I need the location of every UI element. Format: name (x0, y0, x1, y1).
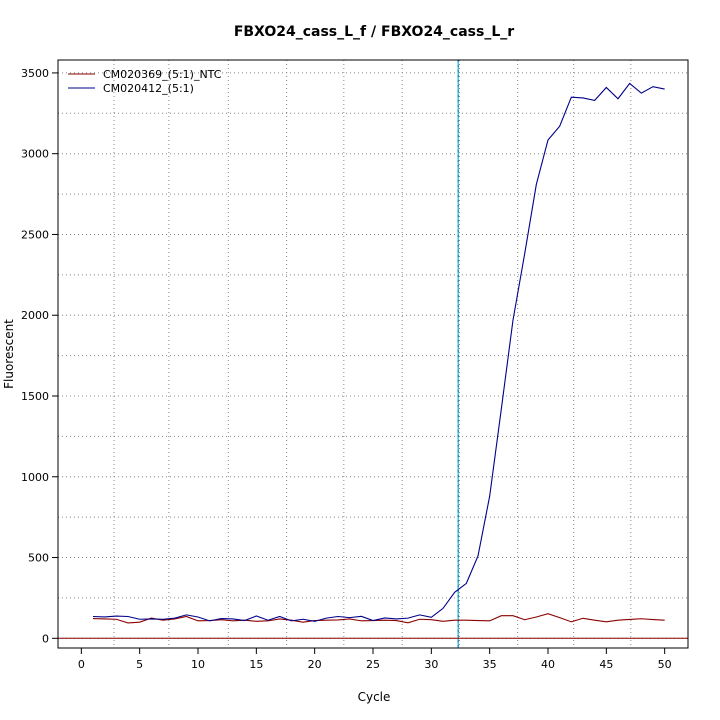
series-line-1 (92, 613, 665, 624)
y-tick-label: 1500 (21, 390, 49, 403)
x-tick-label: 25 (366, 658, 380, 671)
legend-label-1: CM020369_(5:1)_NTC (103, 68, 222, 81)
x-tick-label: 20 (308, 658, 322, 671)
x-axis-label: Cycle (358, 690, 391, 704)
x-tick-label: 5 (136, 658, 143, 671)
y-tick-label: 2500 (21, 228, 49, 241)
y-tick-label: 500 (28, 552, 49, 565)
series-lines (92, 82, 665, 624)
series-line-2 (92, 82, 665, 622)
grid-lines (58, 60, 688, 648)
x-tick-label: 40 (541, 658, 555, 671)
y-tick-label: 2000 (21, 309, 49, 322)
plot-frame (57, 59, 689, 649)
legend-label-2: CM020412_(5:1) (103, 82, 194, 95)
x-tick-label: 0 (78, 658, 85, 671)
y-tick-label: 3500 (21, 67, 49, 80)
x-tick-label: 50 (658, 658, 672, 671)
y-tick-label: 3000 (21, 148, 49, 161)
x-tick-label: 45 (599, 658, 613, 671)
y-axis: 0 500 1000 1500 2000 2500 3000 3500 (21, 67, 59, 645)
x-axis: 0 5 10 15 20 25 30 35 40 45 50 (78, 647, 672, 671)
x-tick-label: 10 (191, 658, 205, 671)
x-tick-label: 30 (424, 658, 438, 671)
chart-title: FBXO24_cass_L_f / FBXO24_cass_L_r (234, 24, 514, 40)
y-axis-label: Fluorescent (2, 319, 16, 389)
y-tick-label: 0 (42, 632, 49, 645)
x-tick-label: 15 (249, 658, 263, 671)
y-tick-label: 1000 (21, 471, 49, 484)
x-tick-label: 35 (483, 658, 497, 671)
